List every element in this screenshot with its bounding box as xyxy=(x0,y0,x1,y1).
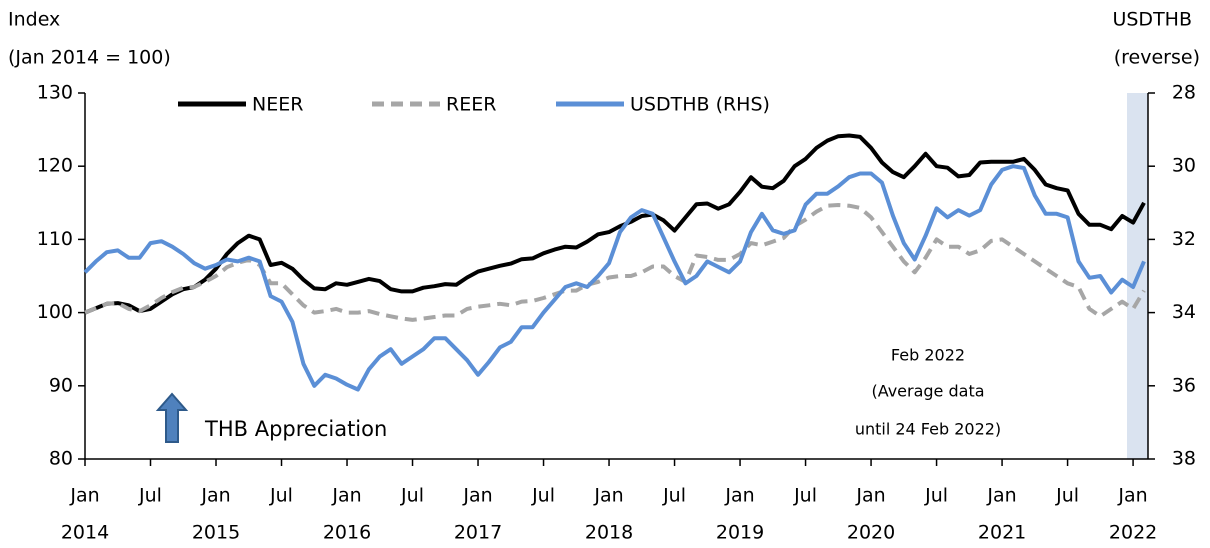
x-tick-label: Jul xyxy=(924,485,948,507)
x-tick-year: 2018 xyxy=(585,522,633,544)
x-tick-year: 2015 xyxy=(192,522,240,544)
x-tick-year: 2020 xyxy=(847,522,895,544)
x-tick-year: 2014 xyxy=(61,522,109,544)
x-tick-label: Jan xyxy=(593,485,623,507)
y2-tick-label: 36 xyxy=(1172,374,1196,396)
x-tick-label: Jul xyxy=(1055,485,1079,507)
legend-label: NEER xyxy=(252,94,303,116)
legend-label: USDTHB (RHS) xyxy=(630,94,770,116)
series-line xyxy=(84,203,1146,322)
y2-tick-label: 34 xyxy=(1172,301,1196,323)
y-tick-label: 130 xyxy=(37,82,73,104)
arrow-icon xyxy=(155,392,189,443)
x-tick-label: Jul xyxy=(400,485,424,507)
y-tick-label: 120 xyxy=(37,155,73,177)
x-tick-year: 2017 xyxy=(454,522,502,544)
y2-tick-label: 38 xyxy=(1172,448,1196,470)
y-tick-label: 100 xyxy=(37,301,73,323)
x-tick-label: Jan xyxy=(855,485,885,507)
y2-axis-label: USDTHB xyxy=(1112,9,1192,31)
y2-tick-label: 30 xyxy=(1172,155,1196,177)
series-line xyxy=(83,164,1146,392)
series-line xyxy=(84,133,1146,315)
x-tick-label: Jul xyxy=(531,485,555,507)
x-tick-label: Jan xyxy=(200,485,230,507)
y2-tick-label: 32 xyxy=(1172,228,1196,250)
legend-label: REER xyxy=(446,94,496,116)
x-tick-label: Jan xyxy=(986,485,1016,507)
y-tick-label: 80 xyxy=(49,448,73,470)
x-tick-label: Jan xyxy=(724,485,754,507)
x-tick-label: Jul xyxy=(138,485,162,507)
x-tick-label: Jan xyxy=(331,485,361,507)
x-tick-year: 2022 xyxy=(1109,522,1157,544)
y2-axis-label: (reverse) xyxy=(1114,47,1200,69)
x-tick-year: 2016 xyxy=(323,522,371,544)
annotation: until 24 Feb 2022) xyxy=(855,420,1001,439)
y-axis-label: (Jan 2014 = 100) xyxy=(8,47,171,69)
x-tick-year: 2019 xyxy=(716,522,764,544)
y2-tick-label: 28 xyxy=(1172,82,1196,104)
x-tick-year: 2021 xyxy=(978,522,1026,544)
x-tick-label: Jul xyxy=(793,485,817,507)
annotation: (Average data xyxy=(871,382,984,401)
x-tick-label: Jul xyxy=(269,485,293,507)
y-tick-label: 110 xyxy=(37,228,73,250)
arrow-label: THB Appreciation xyxy=(204,417,387,441)
x-tick-label: Jul xyxy=(662,485,686,507)
y-tick-label: 90 xyxy=(49,374,73,396)
annotation: Feb 2022 xyxy=(891,346,965,365)
x-tick-label: Jan xyxy=(69,485,99,507)
x-tick-label: Jan xyxy=(462,485,492,507)
y-axis-label: Index xyxy=(8,9,60,31)
x-tick-label: Jan xyxy=(1117,485,1147,507)
